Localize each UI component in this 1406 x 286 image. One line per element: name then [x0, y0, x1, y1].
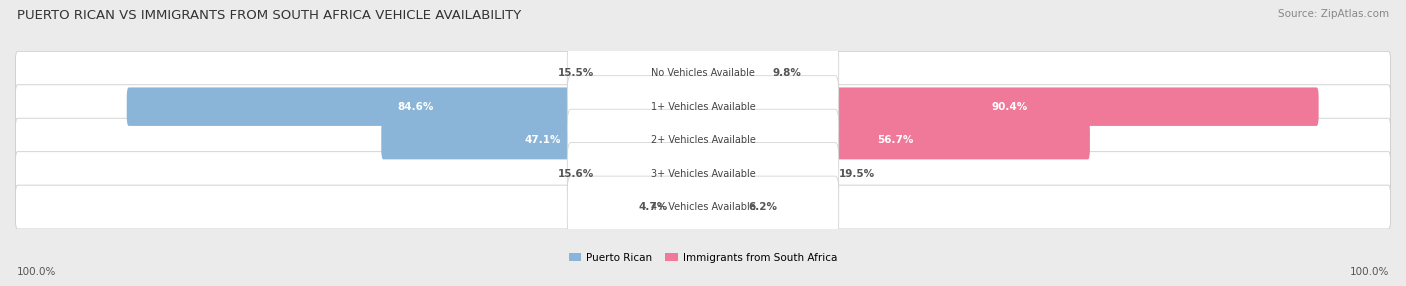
Text: 4.7%: 4.7%	[638, 202, 668, 212]
Text: 47.1%: 47.1%	[524, 135, 561, 145]
FancyBboxPatch shape	[15, 152, 1391, 196]
FancyBboxPatch shape	[596, 54, 704, 92]
FancyBboxPatch shape	[702, 121, 1090, 159]
FancyBboxPatch shape	[702, 54, 772, 92]
FancyBboxPatch shape	[15, 85, 1391, 129]
Text: No Vehicles Available: No Vehicles Available	[651, 68, 755, 78]
Text: 56.7%: 56.7%	[877, 135, 914, 145]
Text: 3+ Vehicles Available: 3+ Vehicles Available	[651, 168, 755, 178]
Text: 9.8%: 9.8%	[773, 68, 801, 78]
Text: 15.6%: 15.6%	[557, 168, 593, 178]
FancyBboxPatch shape	[15, 51, 1391, 95]
FancyBboxPatch shape	[567, 176, 839, 238]
FancyBboxPatch shape	[381, 121, 704, 159]
Text: 84.6%: 84.6%	[398, 102, 434, 112]
FancyBboxPatch shape	[702, 188, 747, 226]
FancyBboxPatch shape	[702, 154, 838, 193]
Text: 19.5%: 19.5%	[839, 168, 875, 178]
Text: 15.5%: 15.5%	[558, 68, 595, 78]
FancyBboxPatch shape	[595, 154, 704, 193]
FancyBboxPatch shape	[567, 42, 839, 104]
FancyBboxPatch shape	[567, 109, 839, 171]
Text: PUERTO RICAN VS IMMIGRANTS FROM SOUTH AFRICA VEHICLE AVAILABILITY: PUERTO RICAN VS IMMIGRANTS FROM SOUTH AF…	[17, 9, 522, 21]
FancyBboxPatch shape	[15, 118, 1391, 162]
FancyBboxPatch shape	[669, 188, 704, 226]
FancyBboxPatch shape	[15, 185, 1391, 229]
FancyBboxPatch shape	[567, 76, 839, 138]
Text: 100.0%: 100.0%	[17, 267, 56, 277]
Text: 1+ Vehicles Available: 1+ Vehicles Available	[651, 102, 755, 112]
FancyBboxPatch shape	[127, 88, 704, 126]
Text: Source: ZipAtlas.com: Source: ZipAtlas.com	[1278, 9, 1389, 19]
Text: 4+ Vehicles Available: 4+ Vehicles Available	[651, 202, 755, 212]
Text: 100.0%: 100.0%	[1350, 267, 1389, 277]
Text: 90.4%: 90.4%	[991, 102, 1028, 112]
FancyBboxPatch shape	[702, 88, 1319, 126]
Text: 6.2%: 6.2%	[748, 202, 778, 212]
FancyBboxPatch shape	[567, 143, 839, 204]
Text: 2+ Vehicles Available: 2+ Vehicles Available	[651, 135, 755, 145]
Legend: Puerto Rican, Immigrants from South Africa: Puerto Rican, Immigrants from South Afri…	[569, 253, 837, 263]
